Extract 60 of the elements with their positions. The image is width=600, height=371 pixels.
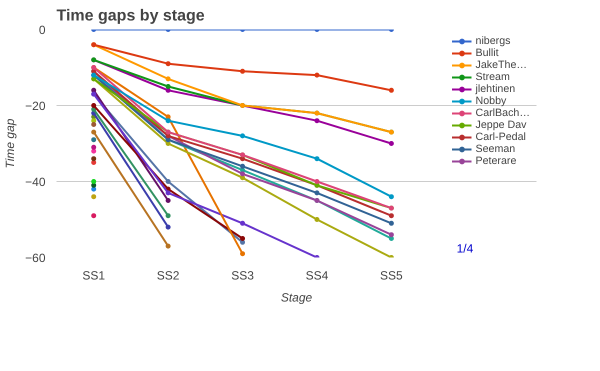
y-tick-label: −20 [25,99,46,113]
point [240,156,246,162]
point [166,213,171,218]
point [166,114,171,120]
x-axis-title: Stage [280,290,313,304]
point [91,130,96,135]
point [166,84,171,89]
legend-label: nibergs [476,35,510,47]
point [240,236,246,241]
point [240,171,246,176]
legend-label: Carl-Pedal [476,131,526,143]
point [240,175,246,180]
point [240,133,246,138]
point [240,68,246,74]
legend-label: Jeppe Dav [476,119,526,131]
point [388,220,394,226]
legend-label: CarlBach… [476,107,530,119]
point [240,240,246,245]
point [240,220,246,226]
point [166,61,171,66]
text: 1/4 [456,242,474,256]
y-tick-label: 0 [38,23,46,37]
point [388,194,394,200]
y-axis-title: Time gap [3,118,18,168]
point [166,179,171,184]
point [314,118,320,124]
point [388,236,394,241]
point [388,213,394,218]
point [91,103,96,108]
legend-label: Bullit [476,47,499,59]
point [166,190,171,196]
point [314,156,320,162]
point [166,198,171,203]
point [166,118,171,124]
point [314,190,320,196]
x-tick-label: SS2 [156,268,180,282]
point [166,76,171,82]
x-tick-label: SS5 [380,268,404,282]
x-tick-label: SS3 [231,268,254,282]
point [166,244,171,249]
x-tick-label: SS1 [82,268,106,282]
point [388,141,394,146]
legend-label: Nobby [476,95,506,107]
legend-label: Seeman [476,143,516,155]
point [388,88,394,93]
point [314,179,320,184]
point [388,232,394,238]
point [314,72,320,78]
point [240,164,246,169]
legend-label: Stream [476,71,510,83]
x-tick-label: SS4 [306,268,329,282]
point [166,224,171,230]
legend-label: Peterare [476,155,516,167]
y-tick-label: −40 [25,175,46,189]
chart-title: Time gaps by stage [56,8,205,24]
point [314,217,320,222]
y-tick-label: −60 [25,251,46,265]
point [240,251,246,256]
legend-label: JakeThe… [476,59,528,71]
legend-label: jlehtinen [476,83,516,95]
